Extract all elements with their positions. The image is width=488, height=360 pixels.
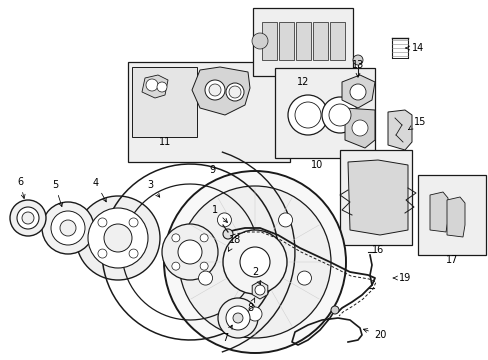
Text: 13: 13: [351, 60, 364, 77]
Circle shape: [200, 262, 208, 270]
Polygon shape: [192, 67, 249, 115]
Text: 4: 4: [93, 178, 106, 202]
Circle shape: [179, 186, 330, 338]
Circle shape: [321, 97, 357, 133]
Circle shape: [223, 230, 286, 294]
Circle shape: [251, 33, 267, 49]
Circle shape: [294, 102, 320, 128]
Bar: [339, 150, 411, 245]
Text: 1: 1: [211, 205, 227, 222]
Bar: [417, 175, 485, 255]
Circle shape: [146, 79, 158, 91]
Circle shape: [208, 84, 221, 96]
Circle shape: [42, 202, 94, 254]
Circle shape: [278, 213, 292, 227]
Bar: [329, 22, 345, 60]
Text: 19: 19: [392, 273, 410, 283]
Polygon shape: [347, 160, 407, 235]
Circle shape: [178, 240, 202, 264]
Circle shape: [98, 218, 107, 227]
Circle shape: [157, 82, 167, 92]
Circle shape: [198, 271, 212, 285]
Circle shape: [200, 234, 208, 242]
Circle shape: [240, 247, 269, 277]
Text: 10: 10: [310, 160, 323, 170]
Circle shape: [287, 95, 327, 135]
Circle shape: [171, 234, 180, 242]
Circle shape: [254, 285, 264, 295]
Circle shape: [328, 104, 350, 126]
Polygon shape: [345, 108, 374, 148]
Text: 3: 3: [146, 180, 160, 197]
Text: 2: 2: [251, 267, 260, 285]
Circle shape: [129, 249, 138, 258]
Circle shape: [98, 249, 107, 258]
Circle shape: [17, 207, 39, 229]
Circle shape: [225, 83, 244, 101]
Circle shape: [232, 313, 243, 323]
Circle shape: [104, 224, 132, 252]
Bar: [252, 8, 352, 76]
Circle shape: [225, 306, 249, 330]
Bar: [128, 62, 289, 162]
Bar: [312, 22, 327, 60]
Text: 14: 14: [405, 43, 423, 53]
Circle shape: [247, 307, 262, 321]
Bar: [279, 22, 293, 60]
Circle shape: [349, 84, 365, 100]
Circle shape: [60, 220, 76, 236]
Bar: [274, 68, 374, 158]
Text: 8: 8: [246, 298, 254, 313]
Circle shape: [51, 211, 85, 245]
Text: 6: 6: [17, 177, 25, 198]
Circle shape: [228, 86, 241, 98]
Polygon shape: [252, 281, 267, 299]
Circle shape: [22, 212, 34, 224]
Text: 7: 7: [222, 325, 232, 343]
Text: 17: 17: [445, 255, 457, 265]
Polygon shape: [387, 110, 411, 150]
Circle shape: [162, 224, 218, 280]
Circle shape: [163, 171, 346, 353]
Text: 11: 11: [159, 137, 171, 147]
Circle shape: [297, 271, 311, 285]
Bar: [295, 22, 310, 60]
Text: 5: 5: [52, 180, 62, 207]
Polygon shape: [429, 192, 447, 232]
Polygon shape: [446, 197, 464, 237]
Text: 18: 18: [228, 235, 241, 251]
Circle shape: [218, 298, 258, 338]
Circle shape: [88, 208, 148, 268]
Text: 12: 12: [296, 77, 308, 87]
Circle shape: [76, 196, 160, 280]
Circle shape: [352, 55, 362, 65]
Circle shape: [204, 80, 224, 100]
Circle shape: [171, 262, 180, 270]
Text: 9: 9: [208, 165, 215, 175]
Text: 16: 16: [371, 245, 384, 255]
Circle shape: [351, 120, 367, 136]
Circle shape: [217, 213, 231, 227]
Bar: [262, 22, 276, 60]
Bar: [132, 67, 197, 137]
Circle shape: [223, 229, 232, 239]
Polygon shape: [142, 75, 168, 98]
Text: 15: 15: [407, 117, 426, 130]
Polygon shape: [341, 75, 374, 108]
Circle shape: [10, 200, 46, 236]
Circle shape: [129, 218, 138, 227]
Circle shape: [330, 306, 338, 314]
Text: 20: 20: [363, 329, 386, 340]
